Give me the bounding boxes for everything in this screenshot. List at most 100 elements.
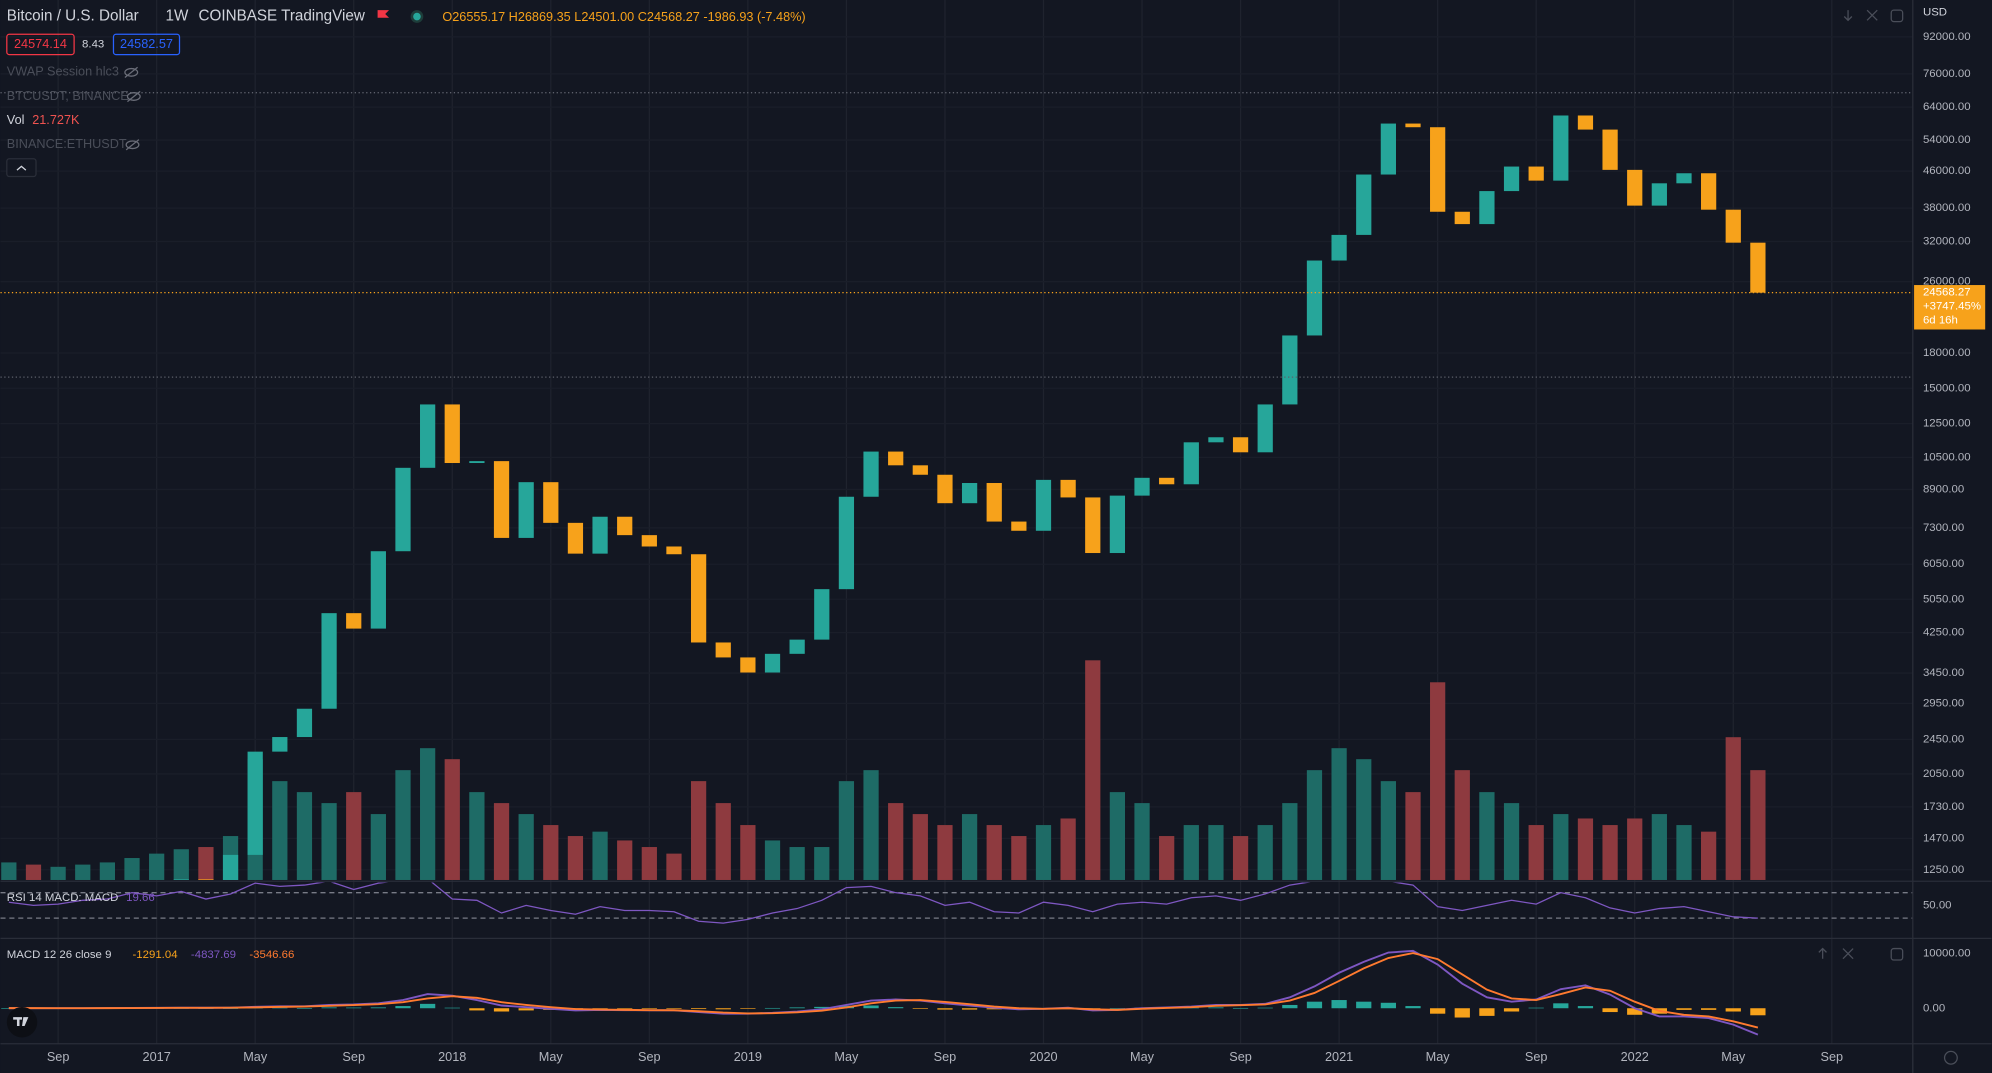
candle-body (666, 546, 682, 555)
macd-histogram (1553, 1003, 1569, 1009)
rsi-value: 19.66 (126, 892, 155, 904)
ask-box[interactable] (112, 33, 181, 56)
y-tick-label: 7300.00 (1923, 522, 1964, 534)
macd-histogram (888, 1007, 904, 1009)
y-tick-label: 32000.00 (1923, 235, 1971, 247)
logo-badge[interactable] (6, 1006, 38, 1038)
macd-histogram (1257, 1007, 1273, 1009)
volume-bar (1577, 818, 1594, 880)
candle-body (1676, 173, 1692, 184)
volume-bar (50, 866, 66, 880)
collapse-button[interactable] (6, 158, 37, 178)
x-tick-label: Sep (1229, 1050, 1252, 1064)
candle-body (1035, 479, 1052, 531)
ask: 24582.57 (120, 37, 173, 51)
volume-bar (1479, 792, 1495, 880)
volume-bar (149, 853, 165, 880)
x-tick-label: Sep (1525, 1050, 1548, 1064)
macd-tick-label: 10000.00 (1923, 948, 1971, 960)
candle-body (1750, 242, 1766, 293)
volume-bar (1159, 836, 1175, 880)
volume-bar (1060, 818, 1076, 880)
volume-bar (1651, 814, 1667, 880)
rsi-tick-label: 50.00 (1923, 899, 1952, 911)
candle-body (469, 461, 485, 464)
auto-scale[interactable] (1943, 1050, 1958, 1065)
macd-histogram (296, 1008, 313, 1009)
candle-body (1479, 191, 1495, 225)
volume-bar (1380, 781, 1396, 880)
volume-bar (1503, 803, 1520, 880)
volume-bar (863, 770, 879, 880)
macd-histogram (1627, 1008, 1643, 1015)
volume-bar (124, 858, 140, 880)
y-tick-label: 2950.00 (1923, 697, 1964, 709)
y-tick-label: 12500.00 (1923, 418, 1971, 430)
volume-bar (1035, 825, 1052, 880)
x-tick-label: 2020 (1029, 1050, 1057, 1064)
y-tick-label: 76000.00 (1923, 68, 1971, 80)
volume-bar (912, 814, 928, 880)
candle-layer (173, 115, 1766, 880)
legend-compare[interactable]: BTCUSDT, BINANCE (7, 89, 129, 103)
interval[interactable]: 1W (166, 8, 189, 25)
x-tick-label: Sep (1821, 1050, 1844, 1064)
flag-icon[interactable] (377, 10, 390, 18)
candle-body (592, 516, 608, 554)
candle-body (937, 474, 953, 504)
volume-bar (1011, 836, 1027, 880)
macd-histogram (912, 1008, 928, 1009)
candle-body (1159, 477, 1175, 485)
macd-histogram (1725, 1008, 1741, 1012)
legend-vol-value: 21.727K (32, 113, 80, 127)
volume-bar (25, 864, 42, 880)
volume-bar (961, 814, 978, 880)
volume-bar (444, 759, 460, 880)
hidden-icons (124, 66, 141, 151)
macd-histogram (1701, 1008, 1717, 1010)
logo (13, 1017, 29, 1027)
legend-vol[interactable]: Vol (7, 113, 25, 127)
macd-histogram (370, 1007, 386, 1009)
legend-compare2[interactable]: BINANCE:ETHUSDT (7, 137, 127, 151)
x-tick-label: 2018 (438, 1050, 466, 1064)
volume-bar (1282, 803, 1298, 880)
candle-body (395, 467, 411, 552)
y-tick-label: 5050.00 (1923, 593, 1964, 605)
currency[interactable]: USD (1923, 7, 1947, 19)
macd-histogram (1405, 1006, 1421, 1009)
candle-body (863, 451, 879, 497)
volume-bar (395, 770, 411, 880)
macd-histogram (1676, 1008, 1692, 1010)
bid-box[interactable] (6, 33, 75, 56)
legend-vwap[interactable]: VWAP Session hlc3 (7, 65, 119, 79)
y-tick-label: 1250.00 (1923, 864, 1964, 876)
macd-histogram (715, 1008, 731, 1010)
signal-line (8, 952, 1759, 1029)
macd-layer (1, 949, 1766, 1036)
volume-bar (543, 825, 559, 880)
x-tick-label: 2021 (1325, 1050, 1353, 1064)
macd-value: -1291.04 (133, 949, 179, 961)
macd-histogram (1356, 1001, 1372, 1009)
status-dot (410, 10, 424, 23)
volume-bar (1627, 818, 1643, 880)
volume-bar (1676, 825, 1692, 880)
rsi-label: RSI 14 MACD: MACD (7, 892, 119, 904)
macd-histogram (1577, 1006, 1594, 1009)
macd-histogram (1479, 1008, 1495, 1016)
candle-body (1109, 495, 1126, 554)
candle-body (1331, 234, 1347, 261)
volume-bar (296, 792, 313, 880)
candle-body (444, 404, 460, 464)
pane-controls[interactable] (1818, 9, 1904, 961)
x-tick-label: 2017 (143, 1050, 171, 1064)
macd-histogram (1750, 1008, 1766, 1016)
candle-body (1701, 173, 1717, 210)
macd-histogram (740, 1008, 756, 1009)
volume-bar (1602, 825, 1618, 880)
candle-body (1602, 129, 1618, 170)
candle-body (272, 737, 288, 752)
candle-body (814, 589, 830, 640)
